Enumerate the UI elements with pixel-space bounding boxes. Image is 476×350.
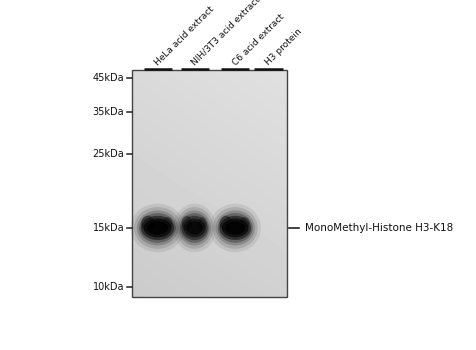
Ellipse shape — [218, 213, 252, 243]
Ellipse shape — [239, 217, 249, 229]
Ellipse shape — [181, 216, 207, 240]
Ellipse shape — [173, 204, 216, 252]
Ellipse shape — [219, 216, 250, 240]
Ellipse shape — [179, 213, 208, 243]
Ellipse shape — [225, 221, 245, 235]
Ellipse shape — [181, 216, 192, 231]
Ellipse shape — [198, 217, 206, 229]
Ellipse shape — [186, 221, 202, 235]
Text: 45kDa: 45kDa — [92, 74, 124, 83]
Ellipse shape — [212, 207, 257, 249]
Ellipse shape — [137, 210, 178, 245]
Text: 15kDa: 15kDa — [92, 223, 124, 233]
Ellipse shape — [130, 204, 184, 252]
Ellipse shape — [141, 216, 154, 231]
Text: 25kDa: 25kDa — [92, 149, 124, 159]
Bar — [131, 70, 287, 297]
Ellipse shape — [209, 204, 260, 252]
Ellipse shape — [134, 207, 181, 249]
Text: MonoMethyl-Histone H3-K18: MonoMethyl-Histone H3-K18 — [305, 223, 453, 233]
Ellipse shape — [221, 218, 248, 237]
Text: HeLa acid extract: HeLa acid extract — [153, 4, 216, 67]
Ellipse shape — [215, 210, 254, 245]
Ellipse shape — [139, 213, 176, 243]
Ellipse shape — [176, 207, 213, 249]
Text: H3 protein: H3 protein — [263, 27, 304, 67]
Ellipse shape — [178, 210, 210, 245]
Text: 10kDa: 10kDa — [93, 282, 124, 292]
Ellipse shape — [162, 217, 172, 229]
Text: C6 acid extract: C6 acid extract — [230, 12, 285, 67]
Ellipse shape — [143, 218, 171, 237]
Text: 35kDa: 35kDa — [92, 107, 124, 117]
Ellipse shape — [219, 216, 232, 231]
Text: NIH/3T3 acid extract: NIH/3T3 acid extract — [189, 0, 262, 67]
Ellipse shape — [140, 216, 174, 240]
Ellipse shape — [147, 221, 168, 235]
Ellipse shape — [183, 218, 205, 237]
